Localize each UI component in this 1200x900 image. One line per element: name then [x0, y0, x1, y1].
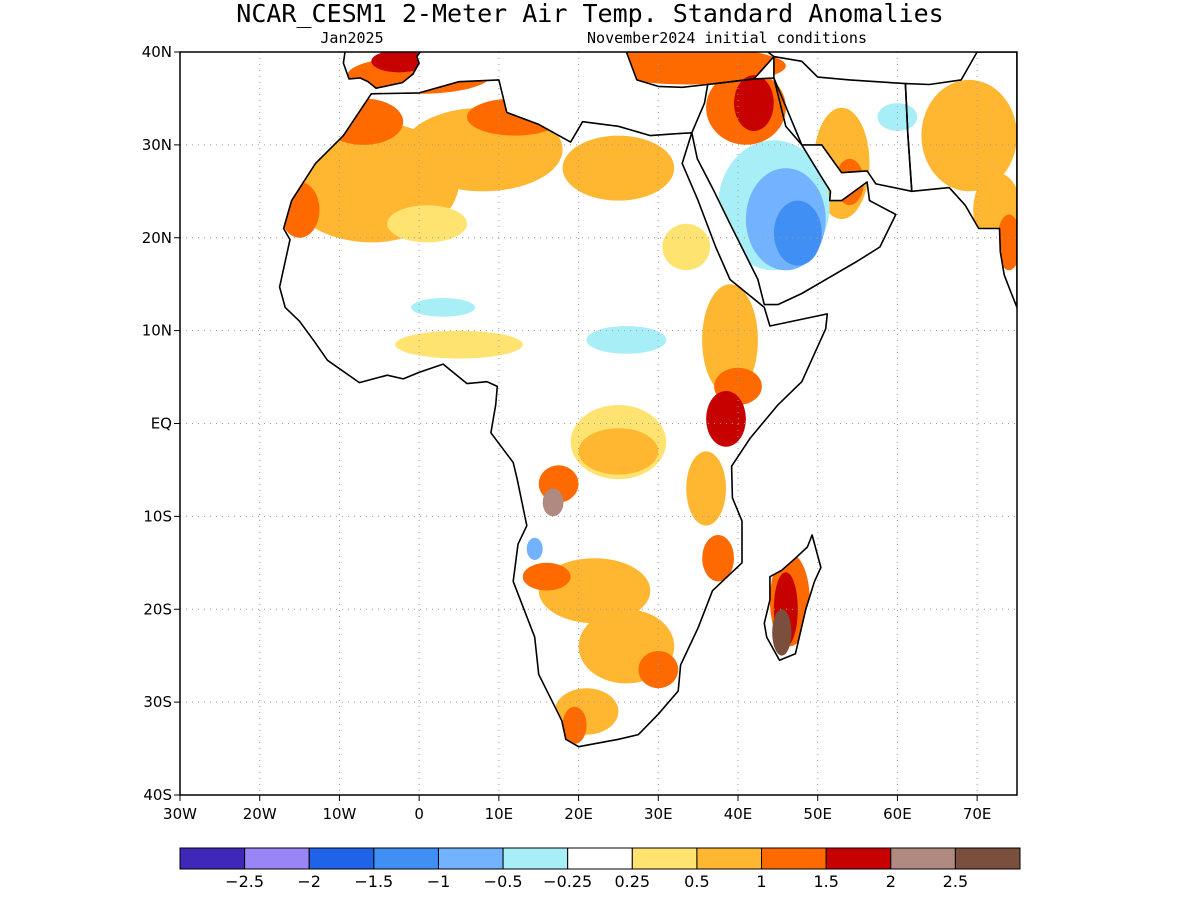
colorbar-label: 1.5 — [813, 872, 838, 891]
colorbar-swatch — [373, 847, 439, 870]
anomaly-patch — [279, 182, 320, 238]
colorbar-label: −2.5 — [225, 872, 264, 891]
y-tick-label: 40S — [143, 786, 172, 804]
anomaly-patch — [662, 223, 711, 271]
arabia-coastline — [690, 77, 897, 306]
anomaly-patch — [411, 298, 475, 317]
colorbar-swatch — [631, 847, 698, 870]
anomaly-patch — [387, 205, 467, 243]
anomaly-patch — [706, 391, 746, 447]
latitude-axis: 40N 30N 20N 10N EQ 10S 20S 30S 40S — [142, 43, 180, 804]
y-tick-label: 40N — [142, 43, 172, 61]
colorbar: −2.5 −2 −1.5 −1 −0.5 −0.25 0.25 0.5 1 1.5 2 2.5 — [179, 847, 1021, 891]
colorbar-swatch — [179, 847, 246, 870]
anomaly-patch — [835, 158, 864, 206]
x-tick-label: 20E — [564, 805, 593, 823]
colorbar-label: −0.25 — [543, 872, 592, 891]
x-tick-label: 60E — [883, 805, 912, 823]
figure-title: NCAR_CESM1 2-Meter Air Temp. Standard An… — [236, 0, 943, 28]
colorbar-swatch — [761, 847, 827, 870]
y-tick-label: 30S — [143, 693, 172, 711]
anomaly-patch — [702, 284, 758, 396]
x-tick-label: 70E — [963, 805, 992, 823]
colorbar-swatch — [825, 847, 892, 870]
anomaly-patch — [522, 562, 571, 591]
anatolia-coastline — [625, 52, 775, 89]
anomaly-shading — [279, 52, 1017, 744]
colorbar-swatch — [890, 847, 956, 870]
y-tick-label: 20N — [142, 229, 172, 247]
anomaly-patch — [773, 200, 822, 266]
south-asia-coastline — [904, 52, 1017, 309]
x-tick-label: 0 — [414, 805, 424, 823]
colorbar-label: 0.25 — [614, 872, 650, 891]
y-tick-label: 30N — [142, 136, 172, 154]
x-tick-label: 50E — [803, 805, 832, 823]
colorbar-swatch — [954, 847, 1021, 870]
x-tick-label: 10E — [485, 805, 514, 823]
y-tick-label: 10S — [143, 507, 172, 525]
anomaly-patch — [526, 537, 543, 561]
anomaly-patch — [562, 135, 675, 201]
y-tick-label: 20S — [143, 600, 172, 618]
colorbar-swatch — [244, 847, 310, 870]
africa-coastline — [278, 79, 829, 748]
colorbar-swatch — [696, 847, 763, 870]
coastlines — [278, 52, 1017, 748]
x-tick-label: 30E — [644, 805, 673, 823]
y-tick-label: EQ — [151, 415, 172, 433]
anomaly-patch — [542, 488, 564, 517]
initial-conditions-label: November2024 initial conditions — [587, 29, 867, 47]
colorbar-swatch — [502, 847, 569, 870]
madagascar-coastline — [763, 534, 822, 662]
colorbar-label: 0.5 — [684, 872, 709, 891]
colorbar-label: −2 — [297, 872, 321, 891]
x-tick-label: 40E — [724, 805, 753, 823]
colorbar-label: 2.5 — [943, 872, 968, 891]
anomaly-patch — [772, 609, 792, 656]
anomaly-patch — [702, 535, 734, 582]
anomaly-patch — [997, 214, 1017, 271]
colorbar-label: −1 — [427, 872, 451, 891]
colorbar-swatch — [308, 847, 375, 870]
anomaly-patch — [638, 651, 679, 689]
iberia-coastline — [342, 52, 422, 89]
colorbar-label: −1.5 — [354, 872, 393, 891]
anomaly-patch — [578, 428, 659, 475]
valid-month-label: Jan2025 — [320, 29, 383, 47]
x-tick-label: 10W — [322, 805, 356, 823]
colorbar-swatch — [437, 847, 504, 870]
anomaly-patch — [686, 451, 726, 526]
colorbar-swatch — [567, 847, 633, 870]
iran-coastline — [773, 55, 913, 193]
colorbar-label: 1 — [756, 872, 766, 891]
colorbar-label: 2 — [886, 872, 896, 891]
x-tick-label: 30W — [163, 805, 197, 823]
anomaly-patch — [734, 75, 774, 131]
anomaly-patch — [562, 706, 587, 744]
anomaly-patch — [371, 52, 428, 73]
colorbar-label: −0.5 — [484, 872, 523, 891]
longitude-axis: 30W 20W 10W 0 10E 20E 30E 40E 50E 60E 70E — [163, 795, 991, 823]
x-tick-label: 20W — [243, 805, 277, 823]
anomaly-patch — [395, 330, 523, 359]
y-tick-label: 10N — [142, 322, 172, 340]
anomaly-patch — [921, 79, 1017, 192]
anomaly-patch — [586, 326, 667, 354]
anomaly-patch — [877, 103, 918, 131]
